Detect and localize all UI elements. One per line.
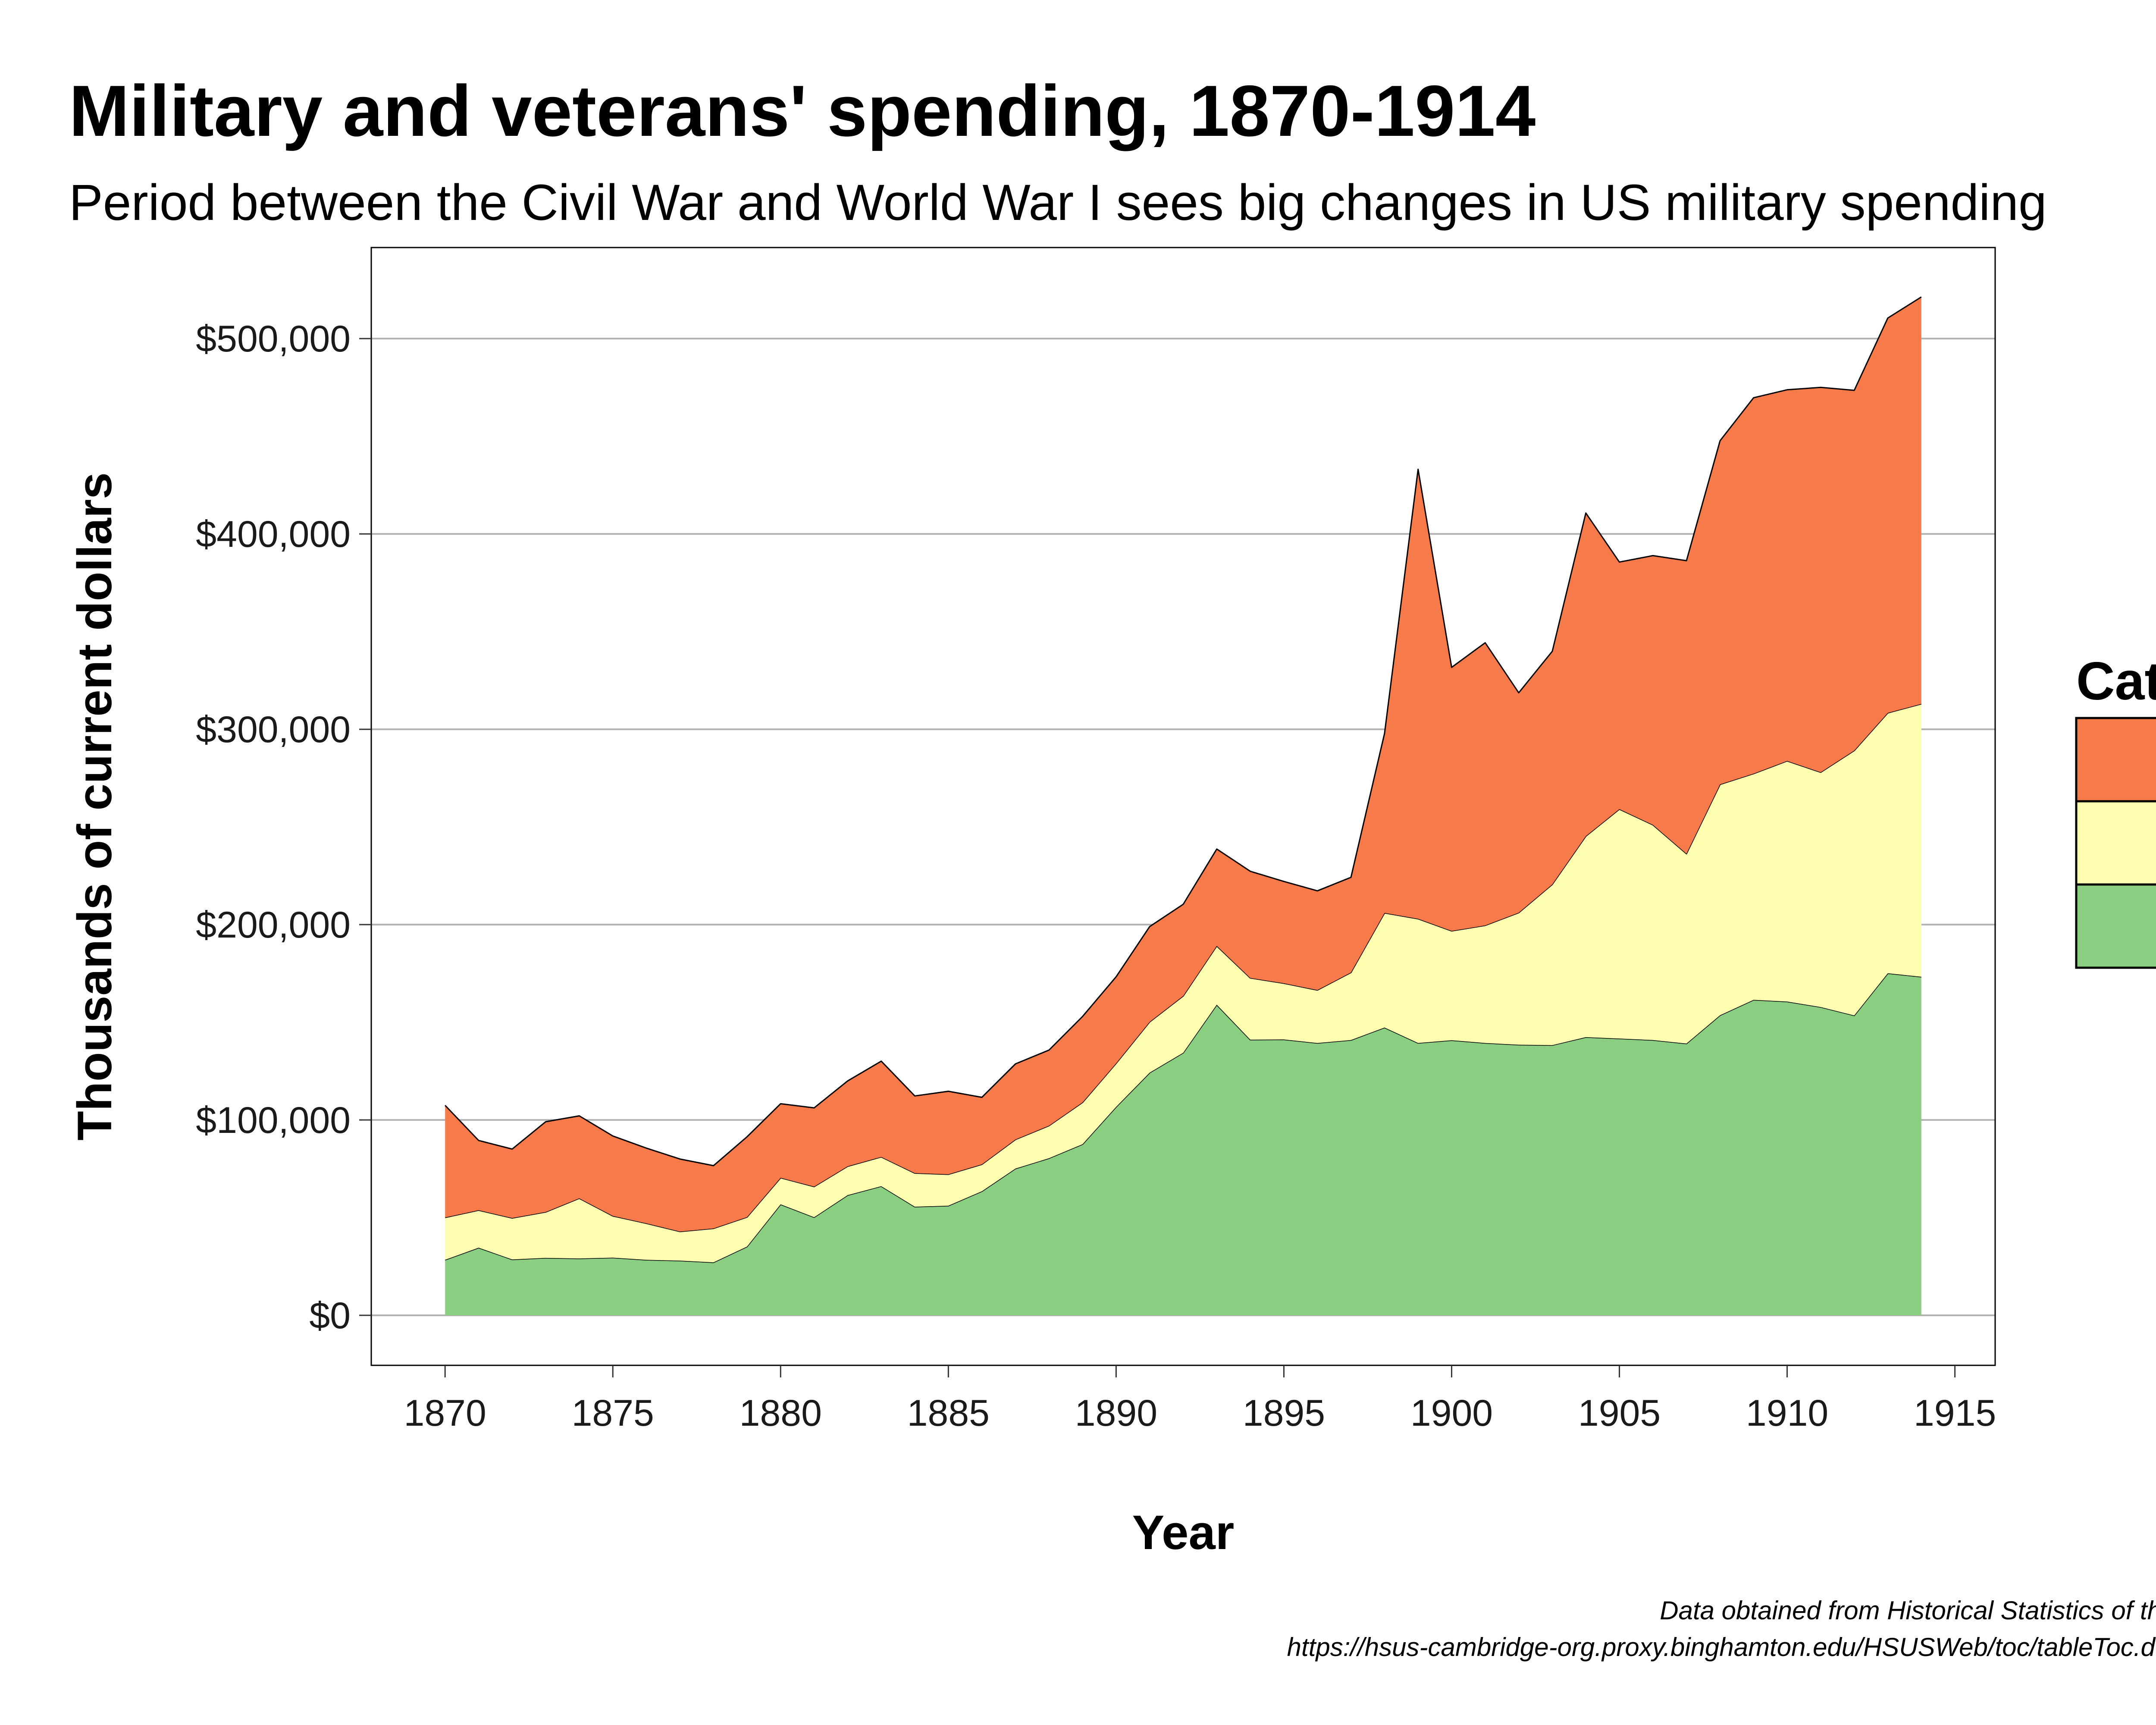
plot-panel-border	[370, 247, 1996, 1366]
caption-source: Data obtained from Historical Statistics…	[1660, 1596, 2156, 1625]
y-axis-title: Thousands of current dollars	[68, 472, 122, 1141]
x-tick-label: 1880	[740, 1393, 822, 1434]
legend-item-veterans: Veterans	[2075, 883, 2156, 969]
legend-swatch	[2075, 883, 2156, 969]
chart-title: Military and veterans' spending, 1870-19…	[69, 70, 1536, 151]
legend-swatch	[2075, 800, 2156, 886]
y-tick-label: $300,000	[196, 709, 351, 750]
caption-url: https://hsus-cambridge-org.proxy.bingham…	[1287, 1633, 2156, 1662]
x-tick-label: 1875	[572, 1393, 654, 1434]
y-tick-label: $0	[309, 1295, 351, 1336]
legend: Category ArmyNavyVeterans	[2075, 652, 2156, 969]
area-army	[445, 297, 1921, 1232]
y-tick-label: $500,000	[196, 318, 351, 360]
area-veterans	[445, 973, 1921, 1315]
y-tick-label: $200,000	[196, 904, 351, 946]
x-tick-label: 1905	[1578, 1393, 1661, 1434]
x-tick-label: 1890	[1075, 1393, 1157, 1434]
legend-items: ArmyNavyVeterans	[2075, 717, 2156, 969]
x-tick-label: 1915	[1914, 1393, 1996, 1434]
chart-subtitle: Period between the Civil War and World W…	[69, 174, 2047, 231]
x-tick-label: 1910	[1746, 1393, 1828, 1434]
x-tick-label: 1885	[907, 1393, 990, 1434]
y-tick-label: $400,000	[196, 514, 351, 555]
stacked-areas	[445, 296, 1922, 1315]
area-navy	[445, 704, 1921, 1263]
x-axis: 1870 1875 1880 1885 1890 1895 1900 1905 1910 1915	[404, 1365, 1996, 1434]
y-tick-label: $100,000	[196, 1100, 351, 1141]
x-tick-label: 1870	[404, 1393, 486, 1434]
x-axis-title: Year	[1132, 1505, 1235, 1559]
legend-title: Category	[2076, 652, 2156, 711]
area-outline-army	[445, 296, 1922, 1167]
x-tick-label: 1900	[1410, 1393, 1493, 1434]
y-axis: $0 $100,000 $200,000 $300,000 $400,000 $500,0…	[196, 318, 371, 1336]
legend-swatch	[2075, 717, 2156, 803]
legend-item-navy: Navy	[2075, 800, 2156, 886]
x-tick-label: 1895	[1243, 1393, 1325, 1434]
legend-item-army: Army	[2075, 717, 2156, 803]
